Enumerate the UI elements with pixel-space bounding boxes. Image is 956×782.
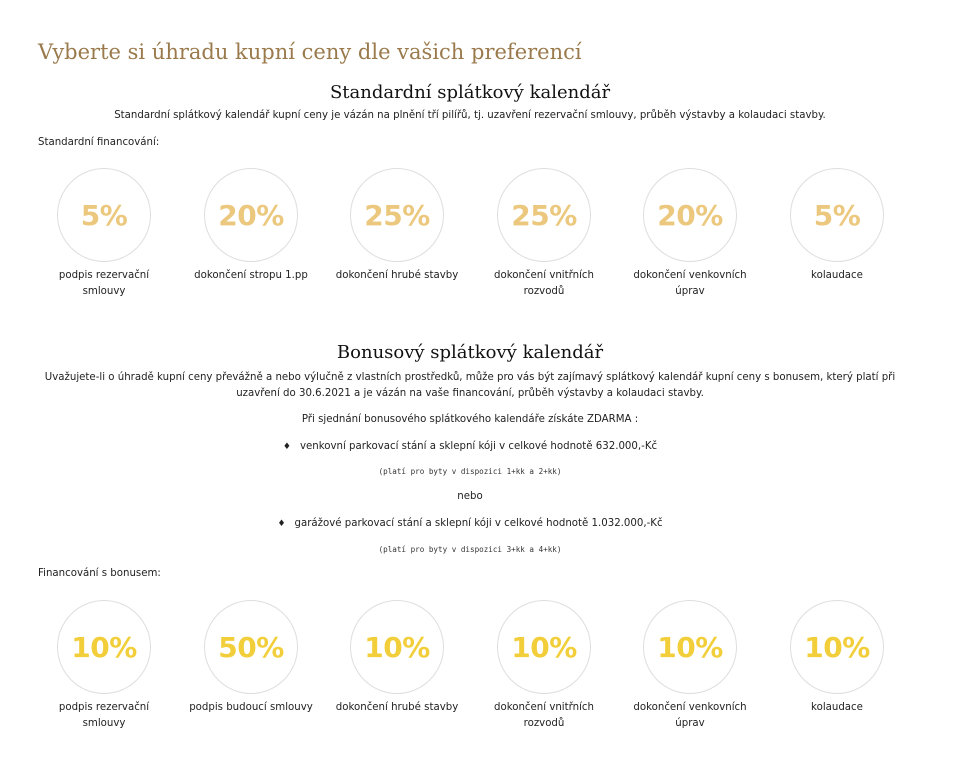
bonus-option-note: (platí pro byty v dispozici 1+kk a 2+kk) bbox=[378, 467, 562, 476]
bonus-steps-row: 10% podpis rezervační smlouvy 50% podpis… bbox=[0, 600, 956, 750]
percent-circle: 20% bbox=[643, 168, 737, 262]
or-text: nebo bbox=[457, 491, 483, 502]
bonus-option-note: (platí pro byty v dispozici 3+kk a 4+kk) bbox=[378, 545, 562, 554]
step-label: dokončení vnitřních rozvodů bbox=[494, 270, 594, 297]
standard-step: 25% dokončení hrubé stavby bbox=[333, 168, 461, 318]
standard-step: 20% dokončení venkovních úprav bbox=[626, 168, 754, 318]
percent-circle: 5% bbox=[57, 168, 151, 262]
bonus-step: 10% podpis rezervační smlouvy bbox=[40, 600, 168, 750]
bonus-step: 50% podpis budoucí smlouvy bbox=[187, 600, 315, 750]
standard-steps-row: 5% podpis rezervační smlouvy 20% dokonče… bbox=[0, 168, 956, 318]
step-label: dokončení vnitřních rozvodů bbox=[494, 702, 594, 729]
step-label: dokončení stropu 1.pp bbox=[194, 270, 308, 281]
step-label: kolaudace bbox=[811, 702, 863, 713]
step-label: dokončení venkovních úprav bbox=[633, 270, 747, 297]
bonus-step: 10% dokončení vnitřních rozvodů bbox=[480, 600, 608, 750]
bonus-option-text: venkovní parkovací stání a sklepní kóji … bbox=[299, 441, 658, 452]
bonus-step: 10% dokončení hrubé stavby bbox=[333, 600, 461, 750]
bonus-financing-label: Financování s bonusem: bbox=[38, 568, 161, 579]
standard-financing-label: Standardní financování: bbox=[38, 137, 160, 148]
step-label: dokončení venkovních úprav bbox=[633, 702, 747, 729]
bonus-description: Uvažujete-li o úhradě kupní ceny převážn… bbox=[44, 372, 896, 399]
percent-circle: 5% bbox=[790, 168, 884, 262]
page-heading: Vyberte si úhradu kupní ceny dle vašich … bbox=[38, 40, 582, 64]
bonus-option-1: ♦ venkovní parkovací stání a sklepní kóji… bbox=[30, 440, 910, 454]
percent-circle: 10% bbox=[497, 600, 591, 694]
standard-section-title: Standardní splátkový kalendář bbox=[329, 82, 611, 103]
standard-description: Standardní splátkový kalendář kupní ceny… bbox=[114, 110, 826, 121]
bonus-free-intro: Při sjednání bonusového splátkového kale… bbox=[301, 414, 639, 425]
step-label: podpis budoucí smlouvy bbox=[189, 702, 313, 713]
standard-step: 25% dokončení vnitřních rozvodů bbox=[480, 168, 608, 318]
percent-circle: 25% bbox=[497, 168, 591, 262]
bonus-step: 10% dokončení venkovních úprav bbox=[626, 600, 754, 750]
step-label: dokončení hrubé stavby bbox=[335, 702, 459, 713]
step-label: podpis rezervační smlouvy bbox=[58, 702, 150, 729]
percent-circle: 20% bbox=[204, 168, 298, 262]
bonus-option-2: ♦ garážové parkovací stání a sklepní kóji… bbox=[30, 517, 910, 531]
percent-circle: 10% bbox=[643, 600, 737, 694]
standard-step: 5% podpis rezervační smlouvy bbox=[40, 168, 168, 318]
diamond-bullet-icon: ♦ bbox=[277, 519, 286, 529]
step-label: dokončení hrubé stavby bbox=[335, 270, 459, 281]
step-label: kolaudace bbox=[811, 270, 863, 281]
percent-circle: 10% bbox=[790, 600, 884, 694]
percent-circle: 25% bbox=[350, 168, 444, 262]
percent-circle: 50% bbox=[204, 600, 298, 694]
standard-step: 5% kolaudace bbox=[773, 168, 901, 318]
standard-step: 20% dokončení stropu 1.pp bbox=[187, 168, 315, 318]
bonus-section-title: Bonusový splátkový kalendář bbox=[336, 342, 604, 363]
diamond-bullet-icon: ♦ bbox=[282, 442, 291, 452]
step-label: podpis rezervační smlouvy bbox=[58, 270, 150, 297]
bonus-step: 10% kolaudace bbox=[773, 600, 901, 750]
bonus-option-text: garážové parkovací stání a sklepní kóji … bbox=[294, 518, 663, 529]
percent-circle: 10% bbox=[57, 600, 151, 694]
percent-circle: 10% bbox=[350, 600, 444, 694]
